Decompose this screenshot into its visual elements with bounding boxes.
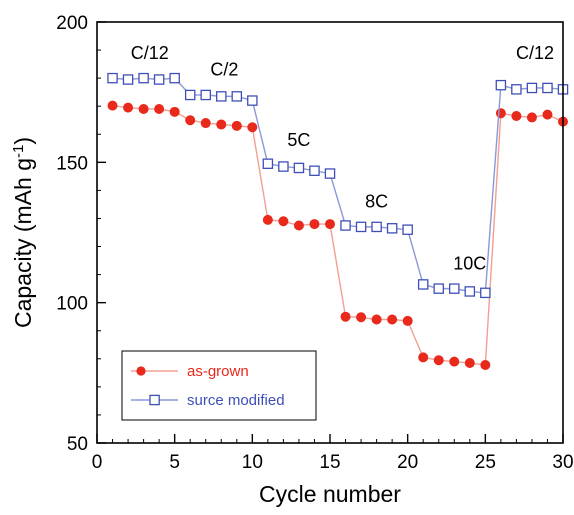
ticks-layer: 0 5 10 15 20 25 30 50 100 150 200 <box>56 13 573 473</box>
data-point <box>433 355 444 366</box>
data-point <box>309 165 320 177</box>
y-tick-label: 50 <box>67 434 88 455</box>
legend-label: surce modified <box>187 392 285 409</box>
legend: as-grown surce modified <box>121 350 317 421</box>
data-point <box>247 95 258 106</box>
data-point <box>355 221 367 233</box>
rate-label: C/12 <box>131 43 169 63</box>
data-point <box>278 216 289 227</box>
data-point <box>138 72 149 84</box>
data-point <box>480 359 491 370</box>
data-point <box>495 79 507 91</box>
data-point <box>231 91 243 102</box>
data-point <box>216 119 227 130</box>
x-tick-label: 20 <box>397 452 418 473</box>
data-point <box>262 158 274 169</box>
data-point <box>464 358 475 369</box>
data-point <box>387 314 398 325</box>
legend-item: surce modified <box>131 392 285 409</box>
legend-box <box>121 350 317 421</box>
data-point <box>324 219 335 230</box>
data-point <box>402 315 413 326</box>
data-point <box>122 74 134 85</box>
data-point <box>107 100 118 111</box>
data-point <box>169 106 180 117</box>
series-layer <box>107 72 569 370</box>
data-point <box>433 283 444 294</box>
legend-label: as-grown <box>187 363 249 380</box>
series-surce-modified <box>107 72 569 299</box>
data-point <box>511 84 522 95</box>
data-point <box>247 122 258 133</box>
data-point <box>495 108 506 119</box>
data-point <box>371 221 382 233</box>
data-point <box>200 118 211 129</box>
x-tick-label: 0 <box>92 452 103 473</box>
series-line <box>112 77 564 294</box>
data-point <box>449 283 460 294</box>
data-point <box>449 356 460 367</box>
data-point <box>138 104 149 115</box>
data-point <box>278 161 289 172</box>
data-point <box>340 220 351 231</box>
data-point <box>356 312 367 323</box>
data-point <box>542 82 553 94</box>
data-point <box>340 311 351 322</box>
data-point <box>324 168 336 179</box>
data-point <box>293 220 304 231</box>
rate-label: 8C <box>365 192 388 212</box>
legend-item: as-grown <box>131 363 249 380</box>
data-point <box>169 72 180 84</box>
y-axis-title-superscript: -1 <box>10 145 27 158</box>
data-point <box>371 314 382 325</box>
data-point <box>216 91 227 102</box>
x-tick-label: 25 <box>475 452 496 473</box>
data-point <box>107 72 118 84</box>
rate-label: C/12 <box>516 43 554 63</box>
data-point <box>511 111 522 122</box>
data-point <box>231 120 242 131</box>
data-point <box>464 286 476 297</box>
y-tick-label: 100 <box>56 294 88 315</box>
x-tick-label: 5 <box>169 452 180 473</box>
data-point <box>526 82 538 94</box>
series-line <box>112 104 564 366</box>
rate-label: 10C <box>453 253 486 273</box>
data-point <box>386 223 398 234</box>
data-point <box>417 279 429 290</box>
data-point <box>154 104 165 115</box>
x-tick-label: 10 <box>242 452 263 473</box>
y-axis-title-suffix: ) <box>10 137 36 145</box>
data-point <box>526 112 537 123</box>
y-axis-title: Capacity (mAh g-1) <box>10 137 37 328</box>
y-tick-label: 200 <box>56 13 88 34</box>
data-point <box>542 109 553 120</box>
annotations-layer: C/12 C/2 5C 8C 10C C/12 <box>131 43 554 273</box>
legend-marker <box>149 394 160 406</box>
y-axis-title-main: Capacity (mAh g <box>10 158 36 328</box>
x-tick-label: 30 <box>552 452 573 473</box>
rate-label: C/2 <box>210 60 238 80</box>
data-point <box>293 162 305 174</box>
x-axis-title: Cycle number <box>259 481 401 507</box>
data-point <box>480 287 491 299</box>
data-point <box>153 74 165 85</box>
data-point <box>418 352 429 363</box>
legend-marker <box>136 366 146 376</box>
data-point <box>309 219 320 230</box>
data-point <box>185 115 196 126</box>
data-point <box>200 89 211 101</box>
series-as-grown <box>107 100 569 370</box>
data-point <box>262 214 273 225</box>
data-point <box>123 102 134 113</box>
y-tick-label: 150 <box>56 153 88 174</box>
rate-label: 5C <box>287 130 310 150</box>
data-point <box>184 89 196 101</box>
x-tick-label: 15 <box>319 452 340 473</box>
data-point <box>402 224 413 235</box>
